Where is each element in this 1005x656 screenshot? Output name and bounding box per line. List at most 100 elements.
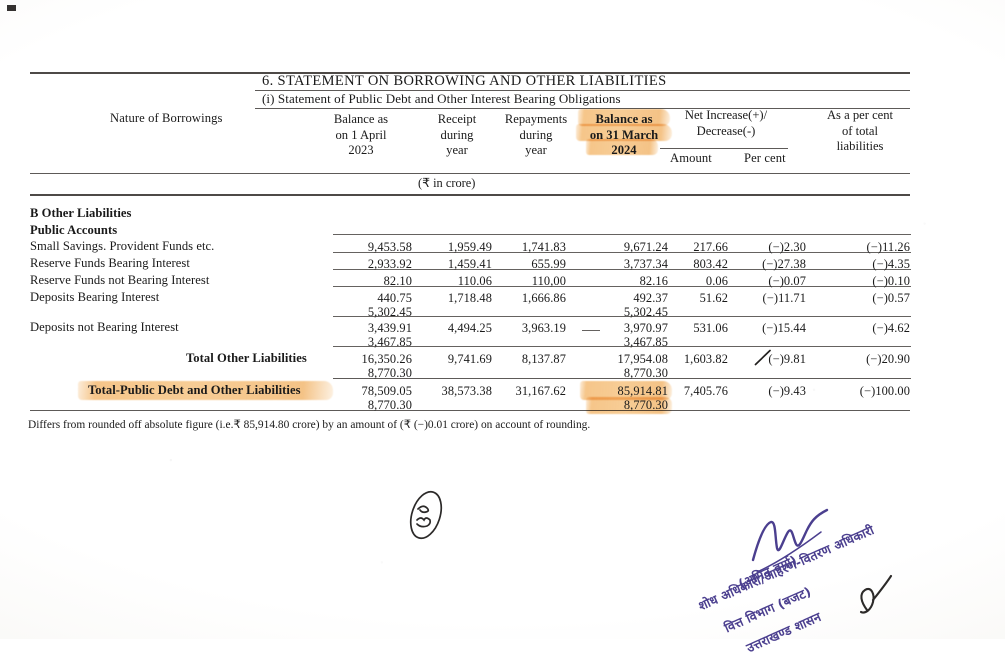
rule-top bbox=[30, 72, 910, 74]
cell-repayments: 110,00 bbox=[531, 274, 566, 288]
cell-net-amount: 7,405.76 bbox=[683, 384, 728, 398]
cell-as-percent-total: (−)100.00 bbox=[859, 384, 910, 398]
cell-balance-close: 9,671.24 bbox=[623, 240, 668, 254]
cell-balance-open-second: 8,770.30 bbox=[367, 398, 412, 412]
cell-repayments: 1,741.83 bbox=[521, 240, 566, 254]
cell-balance-close-second: 3,467.85 bbox=[623, 335, 668, 349]
row-rule-4 bbox=[333, 286, 911, 287]
col-header-nature: Nature of Borrowings bbox=[110, 111, 223, 125]
cell-repayments: 8,137.87 bbox=[521, 352, 566, 366]
cell-receipt: 1,718.48 bbox=[447, 291, 492, 305]
rule-above-unit bbox=[30, 173, 910, 174]
row-label-deposits-not-bearing: Deposits not Bearing Interest bbox=[30, 320, 179, 334]
col-header-net-change-l1: Net Increase(+)/ bbox=[684, 108, 768, 122]
cell-balance-close: 82.16 bbox=[639, 274, 668, 288]
col-header-as-percent-total-l1: As a per cent bbox=[826, 108, 894, 122]
rule-net-change-split bbox=[660, 148, 788, 149]
cell-receipt: 110.06 bbox=[457, 274, 492, 288]
strikethrough-dash-mark bbox=[582, 330, 600, 331]
highlight-total-public-debt-close bbox=[580, 381, 672, 400]
cell-balance-open: 78,509.05 bbox=[361, 384, 412, 398]
row-rule-6 bbox=[333, 346, 911, 347]
cell-receipt: 4,494.25 bbox=[447, 321, 492, 335]
highlight-total-public-debt-label bbox=[78, 381, 333, 400]
row-label-small-savings: Small Savings. Provident Funds etc. bbox=[30, 239, 215, 253]
col-header-net-change-l2: Decrease(-) bbox=[696, 123, 756, 138]
cell-balance-open: 82.10 bbox=[383, 274, 412, 288]
cell-balance-close: 85,914.81 bbox=[617, 384, 668, 398]
col-header-receipt-l3: year bbox=[446, 143, 468, 157]
highlight-balance-close-l3 bbox=[586, 139, 658, 155]
footnote-rounding: Differs from rounded off absolute figure… bbox=[28, 419, 591, 431]
cell-net-percent: (−)27.38 bbox=[762, 257, 806, 271]
cell-balance-close: 17,954.08 bbox=[617, 352, 668, 366]
cell-repayments: 3,963.19 bbox=[521, 321, 566, 335]
col-header-as-percent-total: As a per cent of total liabilities bbox=[806, 108, 914, 155]
cell-net-amount: 1,603.82 bbox=[683, 352, 728, 366]
rule-below-unit bbox=[30, 194, 910, 196]
cell-net-amount: 803.42 bbox=[693, 257, 728, 271]
page-title: 6. STATEMENT ON BORROWING AND OTHER LIAB… bbox=[262, 73, 667, 89]
cell-balance-open: 3,439.91 bbox=[367, 321, 412, 335]
col-header-balance-open-l1: Balance as bbox=[333, 112, 389, 126]
total-label-other-liabilities: Total Other Liabilities bbox=[186, 351, 307, 365]
unit-note: (₹ in crore) bbox=[418, 176, 476, 190]
cell-balance-close-second: 8,770.30 bbox=[623, 398, 668, 412]
row-label-reserve-funds-bearing: Reserve Funds Bearing Interest bbox=[30, 256, 190, 270]
row-rule-7 bbox=[333, 378, 911, 379]
cell-balance-open: 9,453.58 bbox=[367, 240, 412, 254]
highlight-total-public-debt-close-second bbox=[586, 397, 672, 414]
scanned-page-background bbox=[0, 0, 1005, 639]
cell-net-percent: (−)15.44 bbox=[762, 321, 806, 335]
cell-net-percent: (−)2.30 bbox=[768, 240, 806, 254]
row-rule-3 bbox=[333, 269, 911, 270]
col-header-balance-open-l2: on 1 April bbox=[335, 127, 387, 142]
cell-as-percent-total: (−)11.26 bbox=[866, 240, 910, 254]
col-header-balance-open-l3: 2023 bbox=[348, 143, 374, 157]
rule-under-subtitle bbox=[255, 108, 910, 109]
scan-corner-mark bbox=[7, 5, 16, 11]
col-header-as-percent-total-l2: of total bbox=[841, 123, 879, 138]
row-rule-2 bbox=[333, 252, 911, 253]
cell-net-percent: (−)11.71 bbox=[762, 291, 806, 305]
col-header-repayments: Repayments during year bbox=[490, 112, 582, 159]
cell-as-percent-total: (−)0.10 bbox=[872, 274, 910, 288]
col-header-balance-close-l3: 2024 bbox=[611, 143, 637, 157]
col-header-repayments-l1: Repayments bbox=[504, 112, 568, 126]
cell-receipt: 38,573.38 bbox=[441, 384, 492, 398]
col-header-receipt-l2: during bbox=[440, 127, 474, 142]
rule-under-title bbox=[255, 90, 910, 91]
highlight-balance-close-l1 bbox=[578, 109, 670, 126]
cell-balance-open: 16,350.26 bbox=[361, 352, 412, 366]
cell-repayments: 1,666.86 bbox=[521, 291, 566, 305]
col-header-balance-close-l2: on 31 March bbox=[589, 127, 659, 142]
col-header-receipt: Receipt during year bbox=[418, 112, 496, 159]
rule-above-footnote bbox=[30, 410, 910, 411]
cell-balance-open: 440.75 bbox=[377, 291, 412, 305]
cell-as-percent-total: (−)4.62 bbox=[872, 321, 910, 335]
cell-net-amount: 51.62 bbox=[699, 291, 728, 305]
cell-receipt: 9,741.69 bbox=[447, 352, 492, 366]
cell-balance-open: 2,933.92 bbox=[367, 257, 412, 271]
section-heading-other-liabilities: B Other Liabilities bbox=[30, 206, 132, 220]
cell-net-amount: 531.06 bbox=[693, 321, 728, 335]
handwritten-doodle-mark bbox=[409, 490, 443, 540]
section-heading-public-accounts: Public Accounts bbox=[30, 223, 118, 237]
col-header-net-percent: Per cent bbox=[744, 151, 786, 165]
cell-balance-close-second: 5,302.45 bbox=[623, 305, 668, 319]
cell-balance-close-second: 8,770.30 bbox=[623, 366, 668, 380]
cell-as-percent-total: (−)4.35 bbox=[872, 257, 910, 271]
col-header-balance-close: Balance as on 31 March 2024 bbox=[578, 112, 670, 159]
cell-net-percent: (−)9.81 bbox=[768, 352, 806, 366]
cell-net-percent: (−)9.43 bbox=[768, 384, 806, 398]
col-header-net-amount: Amount bbox=[670, 151, 712, 165]
cell-repayments: 31,167.62 bbox=[515, 384, 566, 398]
col-header-balance-close-l1: Balance as bbox=[595, 112, 653, 126]
cell-balance-open-second: 3,467.85 bbox=[367, 335, 412, 349]
cell-repayments: 655.99 bbox=[531, 257, 566, 271]
col-header-repayments-l2: during bbox=[519, 127, 553, 142]
cell-net-amount: 0.06 bbox=[705, 274, 728, 288]
cell-receipt: 1,459.41 bbox=[447, 257, 492, 271]
row-label-reserve-funds-not-bearing: Reserve Funds not Bearing Interest bbox=[30, 273, 210, 287]
cell-as-percent-total: (−)20.90 bbox=[866, 352, 910, 366]
